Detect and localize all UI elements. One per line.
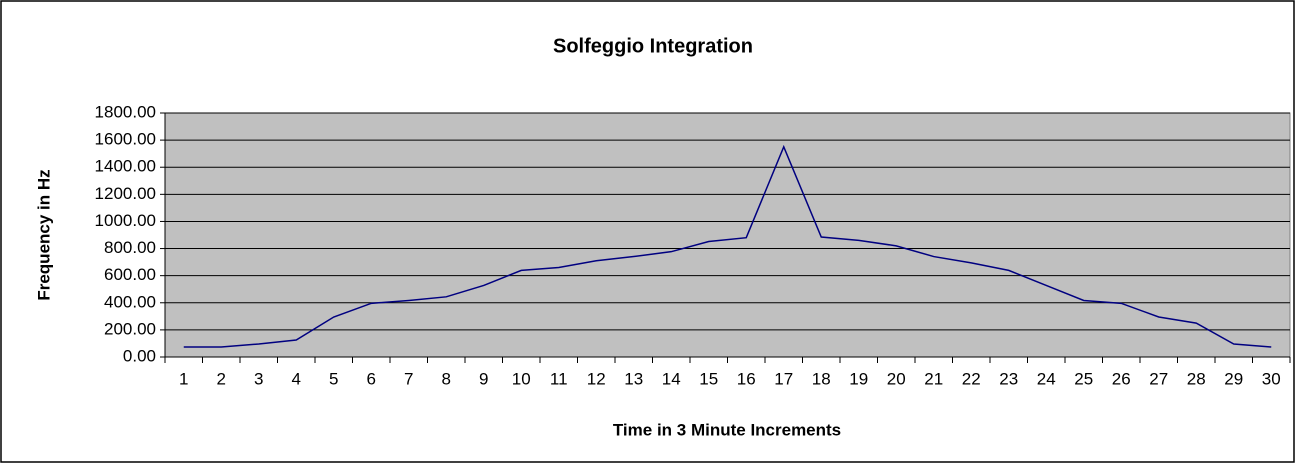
x-tick-label: 28 [1187, 369, 1206, 388]
x-tick-label: 30 [1262, 369, 1281, 388]
x-tick-label: 6 [367, 369, 376, 388]
x-tick-label: 10 [512, 369, 531, 388]
x-tick-label: 27 [1149, 369, 1168, 388]
y-tick-label: 600.00 [104, 265, 156, 284]
x-tick-label: 16 [737, 369, 756, 388]
y-tick-label: 200.00 [104, 319, 156, 338]
y-tick-label: 400.00 [104, 292, 156, 311]
y-axis-title: Frequency in Hz [34, 169, 53, 300]
plot-area [164, 112, 1291, 358]
x-tick-label: 3 [254, 369, 263, 388]
y-tick-label: 1400.00 [95, 157, 156, 176]
x-tick-label: 12 [587, 369, 606, 388]
x-tick-label: 22 [962, 369, 981, 388]
x-tick-label: 2 [217, 369, 226, 388]
x-tick-label: 8 [442, 369, 451, 388]
x-tick-label: 24 [1037, 369, 1056, 388]
x-tick-label: 7 [404, 369, 413, 388]
x-tick-label: 13 [624, 369, 643, 388]
x-tick-label: 4 [292, 369, 301, 388]
x-tick-label: 14 [662, 369, 681, 388]
x-tick-label: 23 [999, 369, 1018, 388]
y-tick-label: 1600.00 [95, 130, 156, 149]
x-tick-label: 25 [1074, 369, 1093, 388]
x-tick-label: 21 [924, 369, 943, 388]
x-tick-label: 15 [699, 369, 718, 388]
x-tick-label: 19 [849, 369, 868, 388]
x-tick-label: 5 [329, 369, 338, 388]
line-series [183, 144, 1272, 348]
y-tick-label: 0.00 [123, 346, 156, 365]
x-tick-label: 20 [887, 369, 906, 388]
x-axis-title: Time in 3 Minute Increments [613, 420, 841, 439]
y-tick-label: 1000.00 [95, 211, 156, 230]
y-tick-label: 800.00 [104, 238, 156, 257]
x-tick-label: 17 [774, 369, 793, 388]
chart-title: Solfeggio Integration [553, 35, 753, 57]
x-tick-label: 1 [179, 369, 188, 388]
x-tick-label: 9 [479, 369, 488, 388]
x-tick-label: 18 [812, 369, 831, 388]
x-tick-label: 26 [1112, 369, 1131, 388]
y-tick-label: 1200.00 [95, 184, 156, 203]
x-tick-label: 11 [550, 369, 568, 388]
y-tick-label: 1800.00 [95, 102, 156, 121]
x-tick-label: 29 [1224, 369, 1243, 388]
